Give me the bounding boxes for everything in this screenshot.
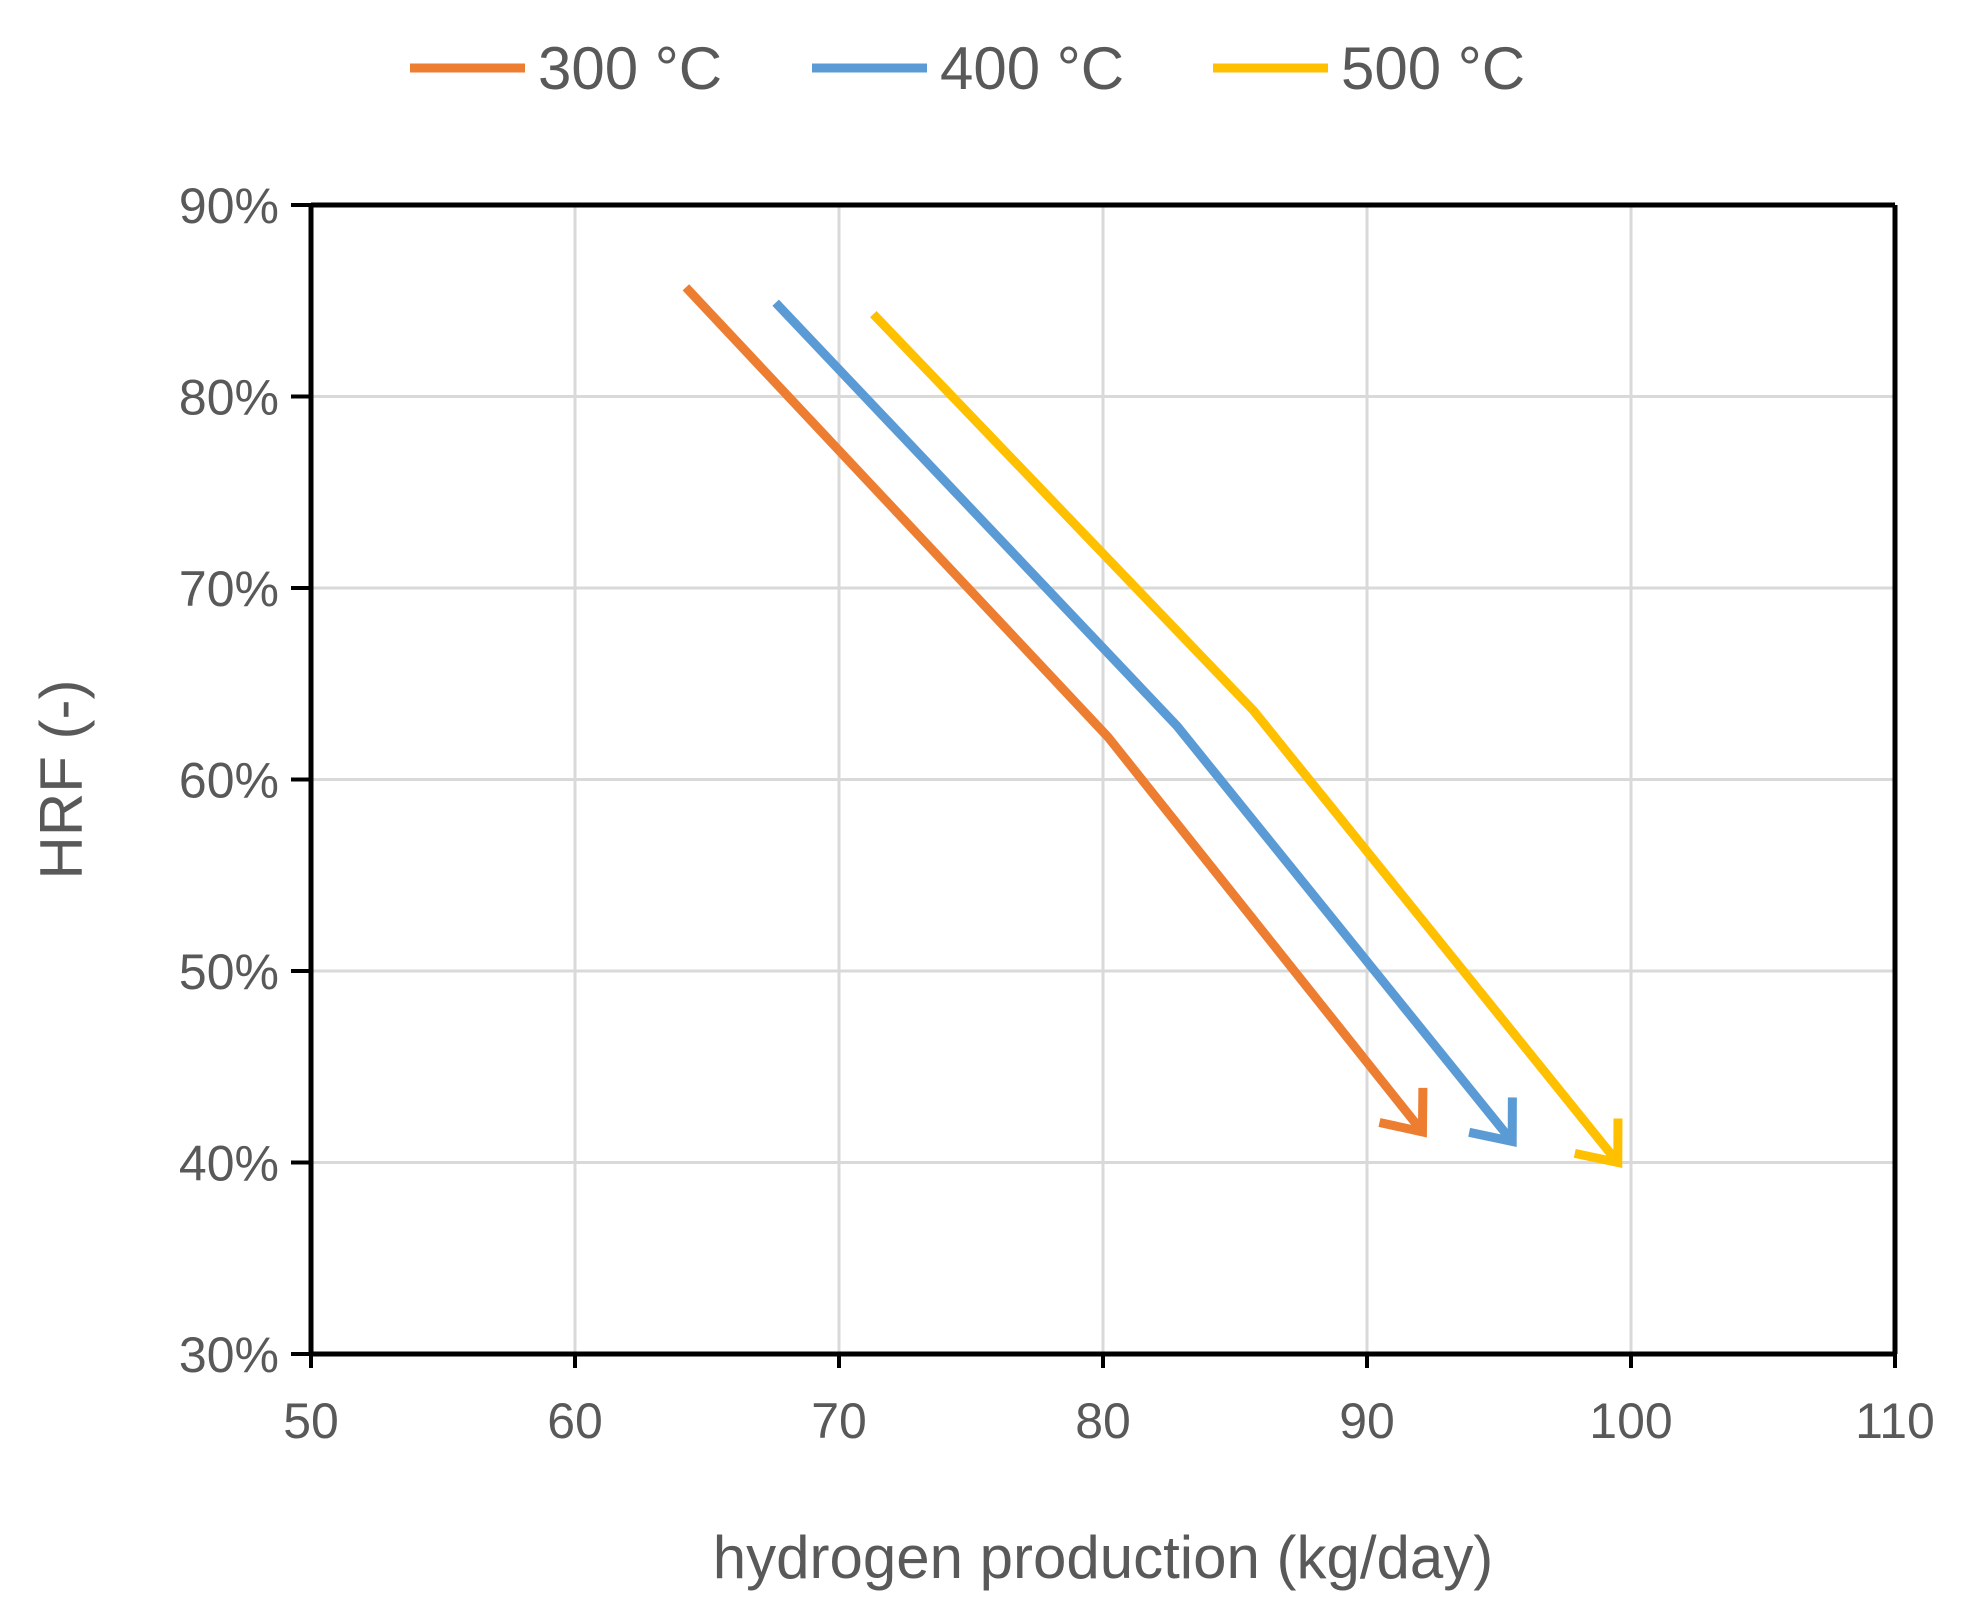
y-tick-label: 80% xyxy=(179,370,279,426)
y-tick-label: 50% xyxy=(179,944,279,1000)
series-line xyxy=(870,311,1622,1166)
series-line xyxy=(682,284,1426,1135)
grid xyxy=(311,205,1895,1354)
plot-frame xyxy=(311,202,1898,1354)
arrow-head xyxy=(1378,1087,1428,1138)
arrow-head xyxy=(1468,1097,1517,1147)
y-tick-label: 60% xyxy=(179,753,279,809)
legend-item: 300 °C xyxy=(410,35,722,102)
legend-item: 400 °C xyxy=(812,35,1124,102)
series-0 xyxy=(682,284,1428,1138)
x-tick-label: 60 xyxy=(547,1393,603,1449)
x-tick-label: 50 xyxy=(283,1393,339,1449)
series-1 xyxy=(772,299,1517,1147)
legend-label: 300 °C xyxy=(538,35,722,102)
ticks: 50 60 70 80 90 100 110 30% 40% 50% 60% 70% 80% 90% xyxy=(179,178,1935,1449)
legend-label: 500 °C xyxy=(1341,35,1525,102)
y-tick-label: 30% xyxy=(179,1327,279,1383)
x-tick-label: 90 xyxy=(1339,1393,1395,1449)
x-tick-label: 100 xyxy=(1589,1393,1672,1449)
x-axis-title: hydrogen production (kg/day) xyxy=(713,1524,1493,1591)
arrow-head xyxy=(1573,1118,1623,1169)
series-line xyxy=(772,299,1516,1145)
series-group xyxy=(682,284,1623,1169)
legend-label: 400 °C xyxy=(940,35,1124,102)
x-tick-label: 70 xyxy=(811,1393,867,1449)
legend: 300 °C 400 °C 500 °C xyxy=(410,35,1525,102)
x-tick-label: 80 xyxy=(1075,1393,1131,1449)
y-tick-label: 70% xyxy=(179,561,279,617)
legend-item: 500 °C xyxy=(1213,35,1525,102)
x-tick-label: 110 xyxy=(1855,1393,1935,1449)
y-axis-title: HRF (-) xyxy=(28,680,95,880)
y-tick-label: 40% xyxy=(179,1136,279,1192)
y-tick-label: 90% xyxy=(179,178,279,234)
series-2 xyxy=(870,311,1623,1169)
